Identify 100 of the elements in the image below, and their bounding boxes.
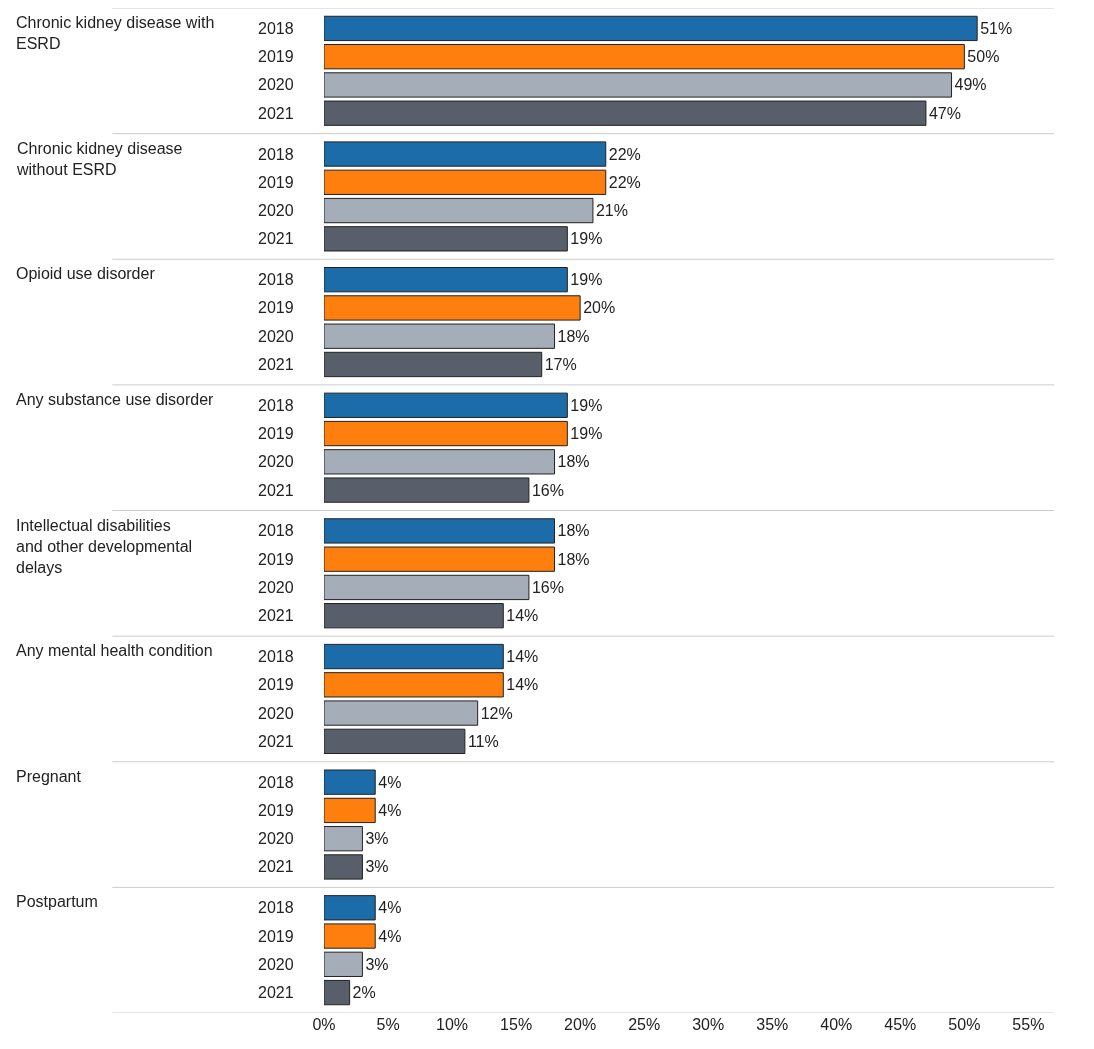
data-label: 14% (506, 676, 539, 694)
text: 2021 (258, 482, 294, 499)
data-label: 17% (544, 355, 577, 373)
data-label: 20% (583, 299, 616, 317)
bar (324, 477, 530, 503)
data-label: 4% (378, 773, 402, 791)
bar (324, 267, 568, 293)
x-tick-label: 55% (1012, 1016, 1045, 1033)
data-label: 11% (467, 732, 499, 750)
bar (324, 603, 504, 629)
bar (324, 72, 953, 98)
y-tick-label: Chronic kidney disease without ESRD (16, 140, 183, 178)
x-tick-label: 5% (376, 1016, 400, 1033)
data-label: 3% (365, 955, 389, 973)
text: 2019 (258, 425, 294, 442)
data-label: 2% (352, 984, 376, 1002)
text: 2020 (258, 202, 294, 219)
text: 2018 (258, 774, 294, 791)
text: 2019 (258, 551, 294, 568)
data-label: 12% (480, 704, 513, 722)
data-label: 50% (967, 48, 1000, 66)
text: 2020 (258, 579, 294, 596)
y-tick-label: Pregnant (16, 768, 82, 785)
bar (324, 518, 556, 544)
data-label: 18% (557, 522, 590, 540)
bar (324, 546, 556, 572)
bar (324, 141, 607, 167)
bar (324, 797, 376, 824)
data-label: 21% (595, 202, 628, 220)
bar (324, 643, 504, 670)
bar (324, 951, 363, 977)
data-label: 49% (954, 76, 987, 94)
data-label: 18% (557, 550, 590, 568)
data-label: 19% (570, 271, 603, 289)
text: 2018 (258, 522, 294, 539)
data-label: 18% (557, 327, 590, 345)
series-label: 2018 (258, 20, 294, 37)
series-label: 2021 (258, 105, 294, 122)
text: 2021 (258, 607, 294, 624)
bar (324, 979, 351, 1006)
text: 2018 (258, 397, 294, 414)
data-label: 16% (531, 578, 564, 596)
x-tick-label: 50% (948, 1016, 981, 1033)
bar (324, 44, 965, 70)
x-tick-label: 30% (692, 1016, 725, 1033)
x-tick-label: 45% (884, 1016, 917, 1033)
bar (324, 672, 504, 698)
bar (324, 392, 568, 418)
bar (324, 700, 479, 726)
text: 2019 (258, 299, 294, 316)
text: 2019 (258, 174, 294, 191)
data-label: 19% (570, 396, 603, 414)
y-tick-label: Intellectual disabilities and other developmental delays (16, 517, 193, 576)
y-tick-label: Chronic kidney disease with ESRD (16, 14, 215, 52)
y-tick-label: Opioid use disorder (16, 265, 156, 282)
text: 2018 (258, 899, 294, 916)
data-label: 4% (378, 927, 402, 945)
bar (324, 728, 466, 754)
data-label: 18% (557, 453, 590, 471)
x-tick-label: 10% (436, 1016, 469, 1033)
text: 2018 (258, 648, 294, 665)
data-label: 47% (928, 104, 961, 122)
bar (324, 169, 607, 195)
bar (324, 826, 363, 852)
text: 2020 (258, 453, 294, 470)
data-label: 4% (378, 801, 402, 819)
text: 2019 (258, 802, 294, 819)
y-tick-label: Any substance use disorder (16, 391, 215, 408)
text: 2020 (258, 328, 294, 345)
bar (324, 895, 376, 921)
bar (324, 420, 568, 447)
x-tick-label: 40% (820, 1016, 853, 1033)
bar (324, 351, 543, 378)
bar (324, 923, 376, 949)
text: 2021 (258, 733, 294, 750)
bar (324, 854, 363, 880)
text: 2019 (258, 676, 294, 693)
data-label: 22% (608, 145, 641, 163)
series-label: 2020 (258, 76, 294, 93)
text: 2021 (258, 230, 294, 247)
text: 2020 (258, 705, 294, 722)
data-label: 3% (365, 858, 389, 876)
bar (324, 449, 556, 475)
data-label: 14% (506, 607, 539, 625)
text: 2021 (258, 356, 294, 373)
y-tick-label: Postpartum (16, 893, 98, 910)
bar (324, 226, 568, 252)
bar (324, 574, 530, 601)
data-label: 3% (365, 830, 389, 848)
data-label: 4% (378, 899, 402, 917)
bar (324, 197, 594, 224)
text: 2018 (258, 146, 294, 163)
bar (324, 100, 927, 126)
text: 2018 (258, 271, 294, 288)
series-label: 2019 (258, 48, 294, 65)
bar (324, 295, 581, 321)
text: 2020 (258, 956, 294, 973)
x-tick-label: 20% (564, 1016, 597, 1033)
data-label: 22% (608, 173, 641, 191)
text: 2020 (258, 830, 294, 847)
